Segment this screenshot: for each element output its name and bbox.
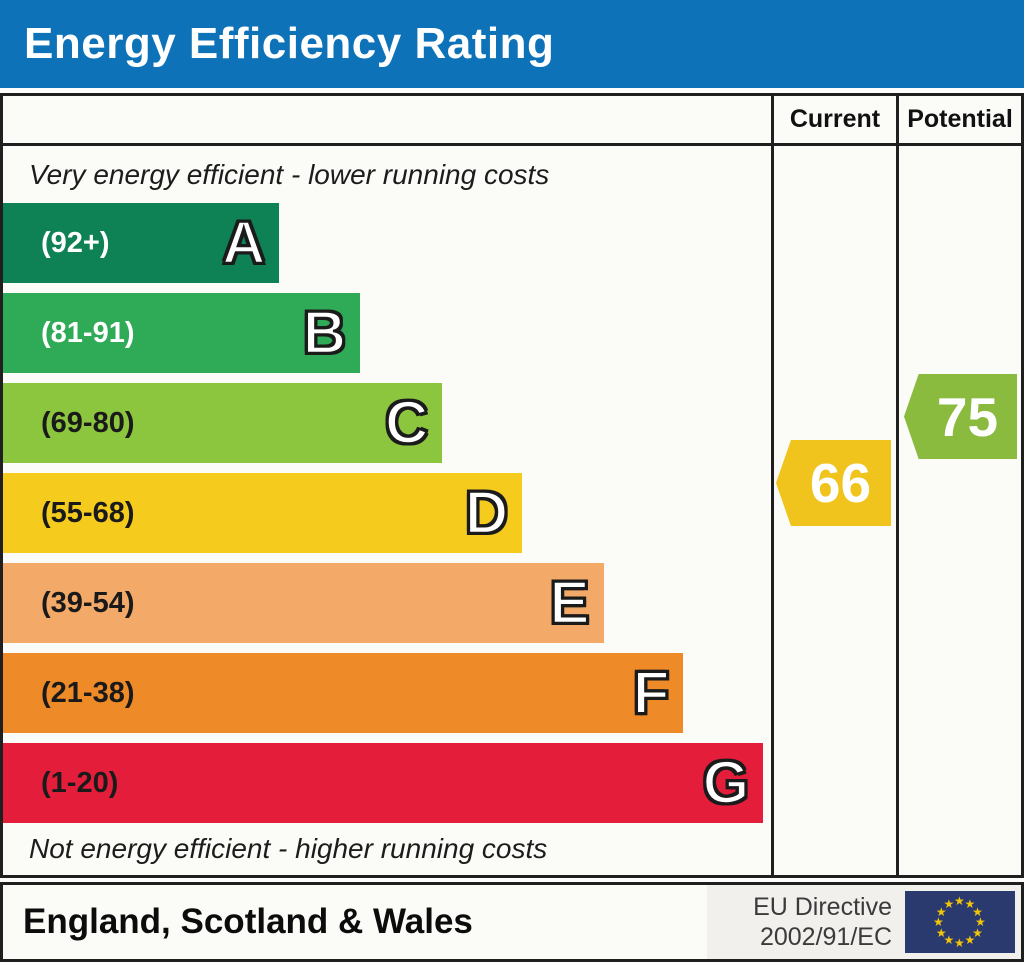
band-range-label: (1-20) <box>41 766 119 799</box>
band-range-label: (39-54) <box>41 586 135 619</box>
bands-chart-cell: Very energy efficient - lower running co… <box>3 146 771 875</box>
eu-flag-icon: ★ ★ ★ ★ ★ ★ ★ ★ ★ ★ ★ ★ <box>905 891 1015 953</box>
eu-star-icon: ★ <box>972 925 983 940</box>
table-header-row: Current Potential <box>3 96 1021 146</box>
band-letter-label: E <box>548 569 591 636</box>
rating-band-bar: (69-80) C <box>3 383 443 463</box>
potential-rating-arrow: 75 <box>904 374 1017 459</box>
band-letter-label: B <box>302 299 348 366</box>
band-range-label: (55-68) <box>41 496 135 529</box>
eu-directive-panel: EU Directive 2002/91/EC ★ ★ ★ ★ ★ ★ ★ ★ ★ ★ ★ ★ <box>707 885 1021 959</box>
eu-star-icon: ★ <box>943 896 955 911</box>
band-range-label: (21-38) <box>41 676 135 709</box>
eu-star-icon: ★ <box>964 933 976 948</box>
band-letter-label: G <box>701 749 750 816</box>
bands: (92+) A (81-91) B (69-80) C (55-68) D (3… <box>3 203 771 823</box>
eu-star-icon: ★ <box>975 915 986 929</box>
eu-directive-line2: 2002/91/EC <box>759 923 892 951</box>
potential-rating-value: 75 <box>936 385 999 448</box>
page-title: Energy Efficiency Rating <box>24 19 555 68</box>
eu-star-icon: ★ <box>954 894 965 908</box>
eu-star-icon: ★ <box>972 904 983 919</box>
rating-table: Current Potential Very energy efficient … <box>0 93 1024 878</box>
eu-star-icon: ★ <box>935 925 947 940</box>
rating-band-bar: (55-68) D <box>3 473 523 553</box>
band-letter-label: D <box>464 479 510 546</box>
current-rating-value: 66 <box>809 452 872 514</box>
band-range-label: (92+) <box>41 226 110 259</box>
rating-band-bar: (81-91) B <box>3 293 361 373</box>
top-note: Very energy efficient - lower running co… <box>29 158 550 190</box>
current-column-header: Current <box>771 96 896 143</box>
eu-directive-label: EU Directive 2002/91/EC <box>753 892 892 953</box>
eu-star-icon: ★ <box>964 896 976 911</box>
band-range-label: (69-80) <box>41 406 135 439</box>
current-rating-arrow: 66 <box>776 440 891 526</box>
potential-column-header: Potential <box>896 96 1021 143</box>
region-label: England, Scotland & Wales <box>23 902 473 941</box>
header-spacer-cell <box>3 96 771 143</box>
eu-star-icon: ★ <box>954 936 965 950</box>
eu-directive-line1: EU Directive <box>753 892 892 921</box>
potential-rating-column: 75 <box>896 146 1021 875</box>
rating-band-bar: (92+) A <box>3 203 280 283</box>
band-letter-label: A <box>221 209 267 276</box>
band-letter-label: F <box>632 659 671 726</box>
bottom-note: Not energy efficient - higher running co… <box>29 833 548 864</box>
rating-band-bar: (39-54) E <box>3 563 604 643</box>
band-range-label: (81-91) <box>41 316 135 349</box>
current-rating-column: 66 <box>771 146 896 875</box>
band-letter-label: C <box>384 389 430 456</box>
rating-band-bar: (21-38) F <box>3 653 684 733</box>
eu-star-icon: ★ <box>943 933 955 948</box>
title-bar: Energy Efficiency Rating <box>0 0 1024 88</box>
eu-star-icon: ★ <box>935 904 947 919</box>
rating-band-bar: (1-20) G <box>3 743 764 823</box>
table-body-row: Very energy efficient - lower running co… <box>3 146 1021 875</box>
footer-bar: England, Scotland & Wales EU Directive 2… <box>0 882 1024 962</box>
eu-star-icon: ★ <box>933 915 944 929</box>
